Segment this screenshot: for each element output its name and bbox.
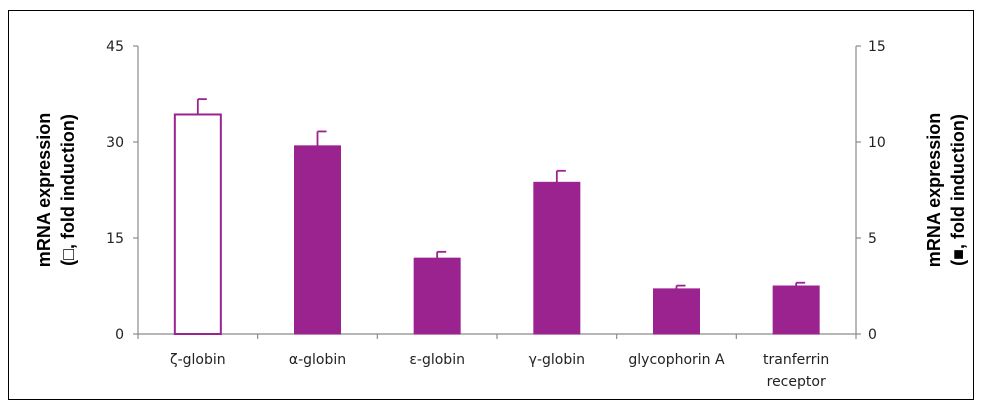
bar: [653, 288, 700, 335]
left-tick-label: 45: [106, 39, 124, 55]
right-tick-label: 10: [868, 135, 886, 151]
right-tick-label: 5: [868, 231, 877, 247]
category-label: γ-globin: [529, 352, 585, 368]
bars: [173, 98, 820, 336]
right-axis-title: mRNA expression (■, fold induction): [924, 113, 968, 267]
left-tick-label: 30: [106, 135, 124, 151]
category-label: ε-globin: [409, 352, 465, 368]
category-label: α-globin: [289, 352, 346, 368]
labels: 0 15 30 45 0 5 10 15 ζ-globin α-globin ε-globin γ-g…: [34, 39, 968, 390]
bar: [294, 145, 341, 335]
bar: [413, 257, 461, 335]
bar: [173, 113, 222, 336]
left-axis-title: mRNA expression (□, fold induction): [34, 113, 78, 267]
bar: [533, 181, 581, 335]
chart-frame: [8, 10, 974, 400]
category-label: glycophorin A: [628, 352, 725, 368]
axes: [133, 45, 861, 339]
bar: [772, 285, 820, 335]
category-label: tranferrin receptor: [763, 352, 829, 390]
left-tick-label: 0: [115, 327, 124, 343]
right-tick-label: 0: [868, 327, 877, 343]
right-tick-label: 15: [868, 39, 886, 55]
category-label: ζ-globin: [170, 352, 226, 368]
right-axis-title-text: mRNA expression (■, fold induction): [924, 113, 968, 267]
left-axis-title-text: mRNA expression (□, fold induction): [34, 113, 78, 267]
left-tick-label: 15: [106, 231, 124, 247]
